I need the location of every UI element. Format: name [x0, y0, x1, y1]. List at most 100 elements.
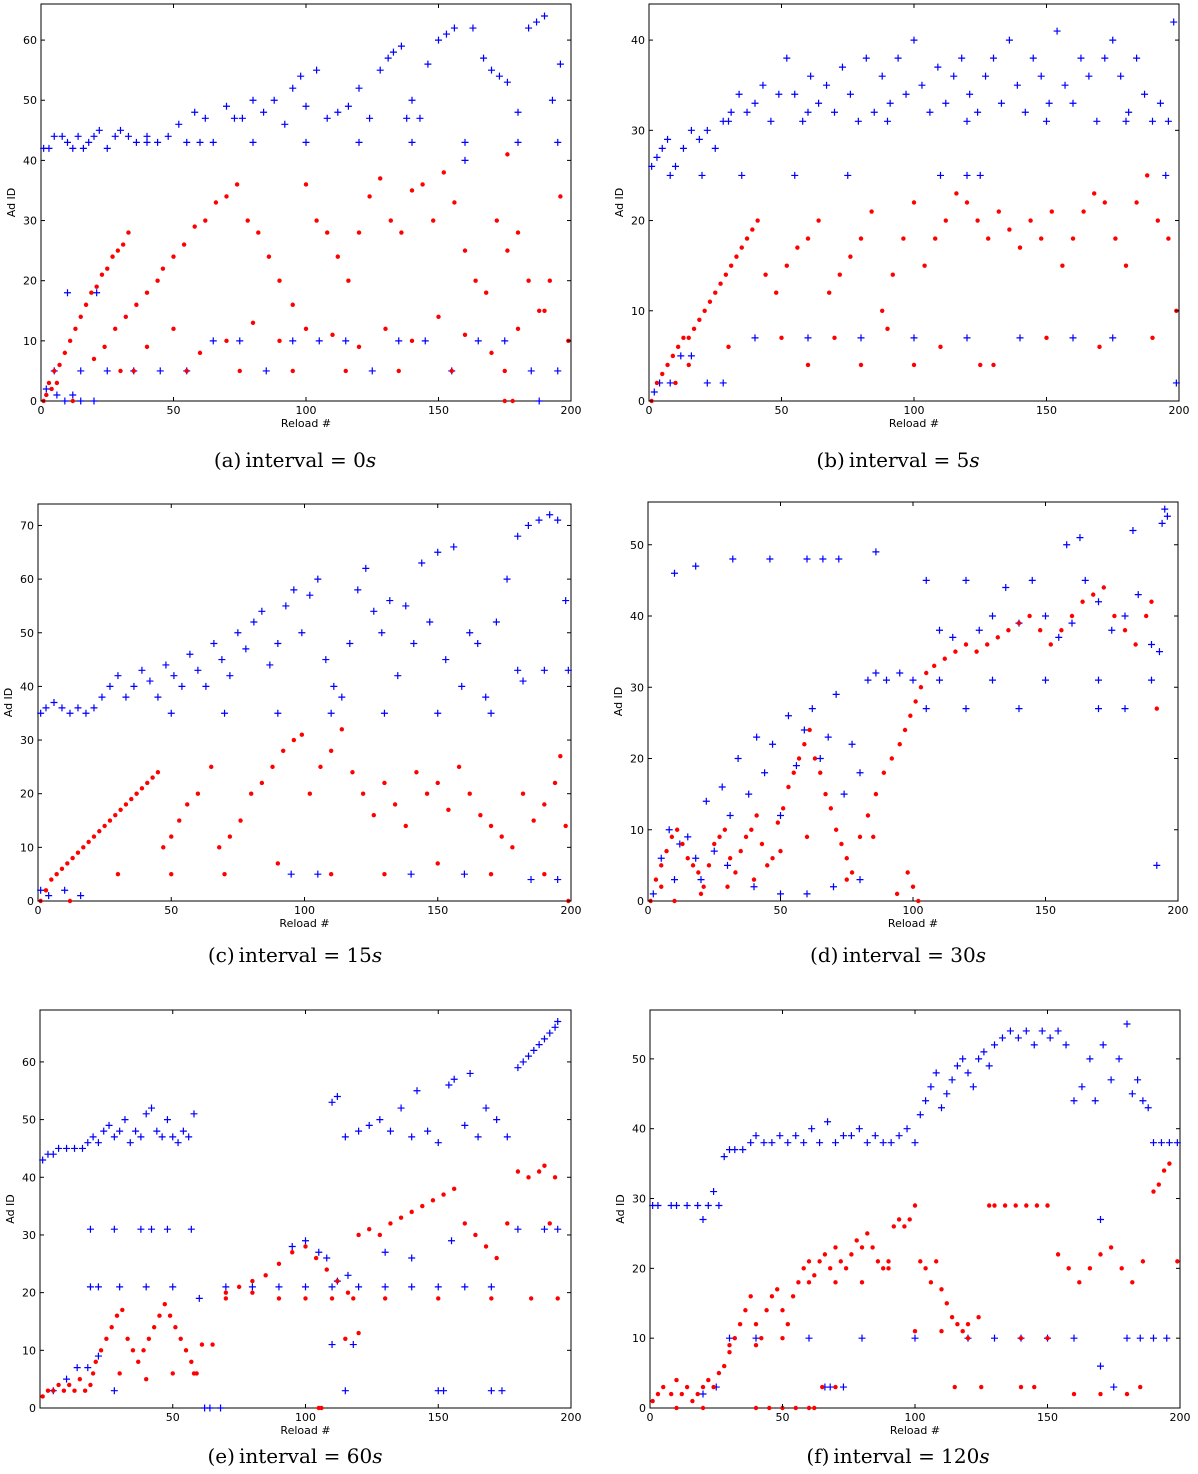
data-point-dot	[1081, 209, 1086, 214]
data-point-plus	[137, 1225, 145, 1233]
data-point-dot	[43, 888, 49, 893]
data-point-plus	[85, 138, 93, 146]
data-point-dot	[822, 1252, 828, 1257]
data-point-plus	[872, 548, 880, 556]
data-point-plus	[673, 1202, 680, 1210]
x-tick-label: 0	[38, 404, 45, 417]
data-point-plus	[288, 1242, 296, 1250]
data-point-plus	[896, 669, 904, 677]
data-point-dot	[120, 242, 126, 247]
data-point-plus	[1097, 1215, 1104, 1223]
data-point-dot	[1069, 613, 1075, 619]
data-point-plus	[1068, 619, 1076, 627]
data-point-plus	[95, 126, 103, 134]
data-point-dot	[409, 1209, 414, 1215]
x-tick-label: 100	[905, 1411, 926, 1424]
data-point-plus	[164, 132, 172, 140]
series-dot	[38, 727, 571, 904]
data-point-plus	[1042, 676, 1049, 684]
scatter-plot-a: 0 50 100 150 200 0 10 20 30 40 50 60 Reload # Ad ID	[5, 3, 582, 430]
data-point-dot	[1123, 263, 1129, 268]
data-point-dot	[805, 362, 811, 368]
data-point-plus	[1053, 27, 1061, 35]
data-point-plus	[1170, 18, 1178, 26]
data-point-plus	[745, 790, 753, 798]
data-point-plus	[349, 1341, 357, 1349]
data-point-plus	[753, 733, 761, 741]
data-point-plus	[819, 555, 827, 563]
data-point-dot	[743, 834, 749, 840]
caption-unit: s	[371, 943, 383, 967]
data-point-dot	[70, 398, 76, 404]
data-point-plus	[989, 676, 996, 684]
data-point-plus	[487, 1387, 495, 1395]
data-point-plus	[402, 602, 410, 610]
data-point-dot	[382, 780, 387, 786]
data-point-plus	[768, 1139, 776, 1147]
data-point-plus	[77, 892, 85, 900]
data-point-plus	[964, 1069, 972, 1077]
y-axis-label: Ad ID	[613, 188, 626, 218]
caption-unit: s	[979, 1444, 990, 1468]
data-point-dot	[236, 1284, 242, 1290]
data-point-plus	[791, 171, 799, 179]
data-point-plus	[844, 171, 852, 179]
data-point-plus	[287, 870, 295, 878]
data-point-dot	[144, 1376, 149, 1382]
data-point-dot	[162, 1301, 167, 1307]
data-point-plus	[289, 84, 297, 92]
data-point-dot	[839, 841, 844, 847]
data-point-plus	[275, 1283, 283, 1291]
data-point-plus	[1014, 1034, 1022, 1042]
data-point-dot	[932, 663, 937, 669]
data-point-dot	[488, 823, 494, 829]
data-point-dot	[213, 200, 219, 205]
data-point-plus	[1110, 1383, 1118, 1391]
data-point-dot	[136, 1359, 141, 1365]
data-point-plus	[154, 693, 162, 701]
data-point-plus	[482, 1104, 490, 1112]
data-point-dot	[151, 1325, 157, 1330]
data-point-dot	[854, 1238, 859, 1243]
data-point-dot	[916, 898, 921, 904]
data-point-plus	[916, 1111, 924, 1119]
data-point-plus	[702, 797, 710, 805]
data-point-plus	[90, 704, 98, 712]
data-point-dot	[695, 1391, 700, 1397]
data-point-dot	[515, 230, 521, 235]
data-point-dot	[753, 1322, 759, 1327]
data-point-dot	[1066, 1266, 1071, 1271]
data-point-plus	[959, 1055, 967, 1063]
data-point-dot	[431, 218, 436, 223]
chart-panel-a: 0 50 100 150 200 0 10 20 30 40 50 60 Reload # Ad ID (…	[0, 0, 590, 472]
data-point-dot	[939, 1287, 944, 1292]
data-point-dot	[134, 302, 139, 307]
data-point-plus	[143, 138, 151, 146]
data-point-dot	[75, 850, 81, 855]
data-point-dot	[339, 727, 345, 732]
data-point-dot	[910, 884, 916, 889]
data-point-dot	[555, 1296, 560, 1301]
data-point-plus	[394, 672, 402, 680]
data-point-dot	[56, 1382, 61, 1388]
data-point-dot	[367, 1226, 372, 1232]
data-point-plus	[548, 96, 556, 104]
data-point-plus	[416, 114, 424, 122]
data-point-dot	[722, 1363, 727, 1369]
data-point-plus	[122, 693, 130, 701]
data-point-plus	[519, 1058, 527, 1066]
data-point-dot	[992, 1203, 997, 1208]
data-point-dot	[531, 818, 536, 823]
data-point-plus	[126, 1139, 134, 1147]
data-point-plus	[376, 66, 384, 74]
data-point-dot	[102, 344, 107, 350]
data-point-dot	[505, 152, 510, 157]
data-point-plus	[922, 705, 930, 713]
data-point-dot	[93, 1359, 98, 1365]
data-point-dot	[78, 314, 83, 319]
data-point-dot	[1144, 613, 1149, 619]
data-point-plus	[153, 1127, 161, 1135]
data-point-plus	[1173, 1139, 1181, 1147]
caption-text: interval = 120	[833, 1444, 980, 1468]
data-point-plus	[187, 1225, 195, 1233]
